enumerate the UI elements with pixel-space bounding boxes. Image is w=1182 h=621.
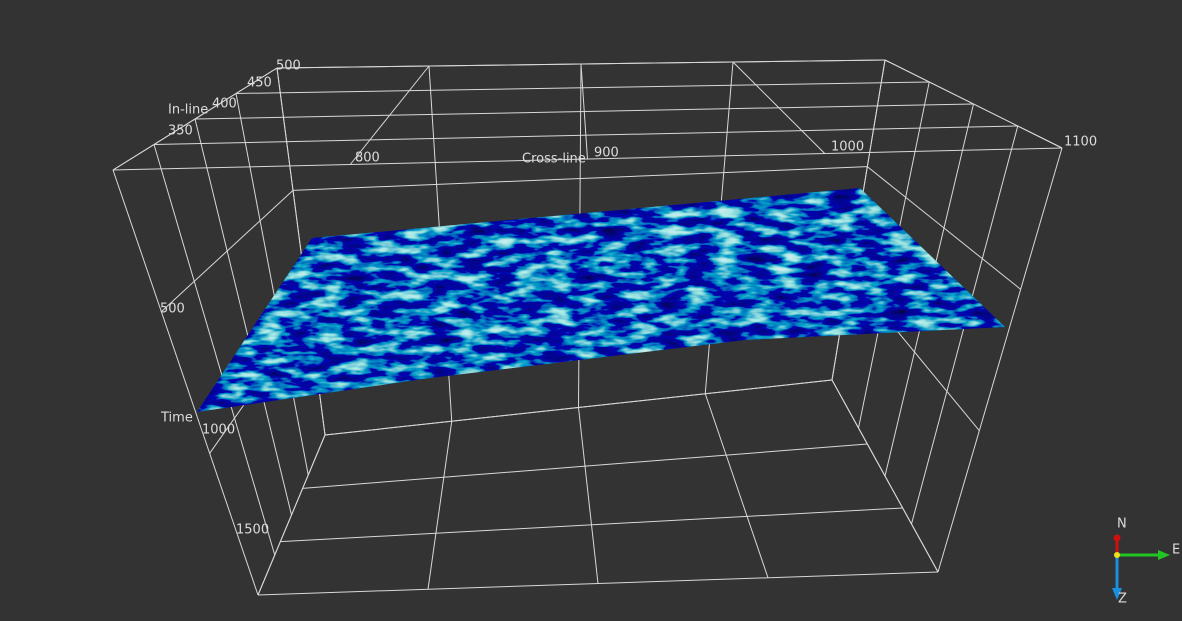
tick-label: 1500 xyxy=(236,523,269,538)
box-grid-line xyxy=(276,59,886,69)
box-grid-line xyxy=(704,393,769,578)
tick-label: 1100 xyxy=(1064,135,1097,150)
box-grid-line xyxy=(112,147,1063,171)
box-grid-line xyxy=(194,118,292,516)
box-grid-line xyxy=(257,434,326,596)
tick-label: 900 xyxy=(594,146,619,161)
tick-label: 1000 xyxy=(202,423,235,438)
box-grid-line xyxy=(160,189,294,313)
box-grid-line xyxy=(884,59,1063,149)
box-grid-line xyxy=(831,379,939,573)
tick-label: 800 xyxy=(355,151,380,166)
box-grid-line xyxy=(257,571,939,596)
box-grid-line xyxy=(235,93,309,476)
compass: N E Z xyxy=(1112,517,1180,607)
compass-label: N xyxy=(1117,517,1127,532)
seismic-amplitude xyxy=(197,188,1005,412)
tick-label: 1000 xyxy=(831,140,864,155)
compass-label: E xyxy=(1172,543,1180,558)
box-grid-line xyxy=(112,67,278,171)
box-grid-line xyxy=(153,144,276,556)
tick-label: 400 xyxy=(212,97,237,112)
box-grid-line xyxy=(324,379,833,436)
box-grid-line xyxy=(578,407,599,584)
box-grid-line xyxy=(937,147,1063,573)
box-grid-line xyxy=(235,81,930,94)
tick-label: 450 xyxy=(247,76,272,91)
box-grid-line xyxy=(194,103,974,120)
axis-label: Time xyxy=(160,411,193,426)
box-grid-line xyxy=(280,507,903,543)
box-grid-line xyxy=(867,166,1021,290)
tick-label: 500 xyxy=(160,302,185,317)
box-grid-line xyxy=(112,169,259,596)
tick-label: 350 xyxy=(168,124,193,139)
box-grid-line xyxy=(302,443,868,489)
axis-label: In-line xyxy=(168,103,208,118)
axis-label: Cross-line xyxy=(522,152,586,167)
box-grid-line xyxy=(292,166,868,191)
box-grid-line xyxy=(427,421,453,590)
compass-label: Z xyxy=(1118,592,1127,607)
tick-label: 500 xyxy=(276,59,301,74)
